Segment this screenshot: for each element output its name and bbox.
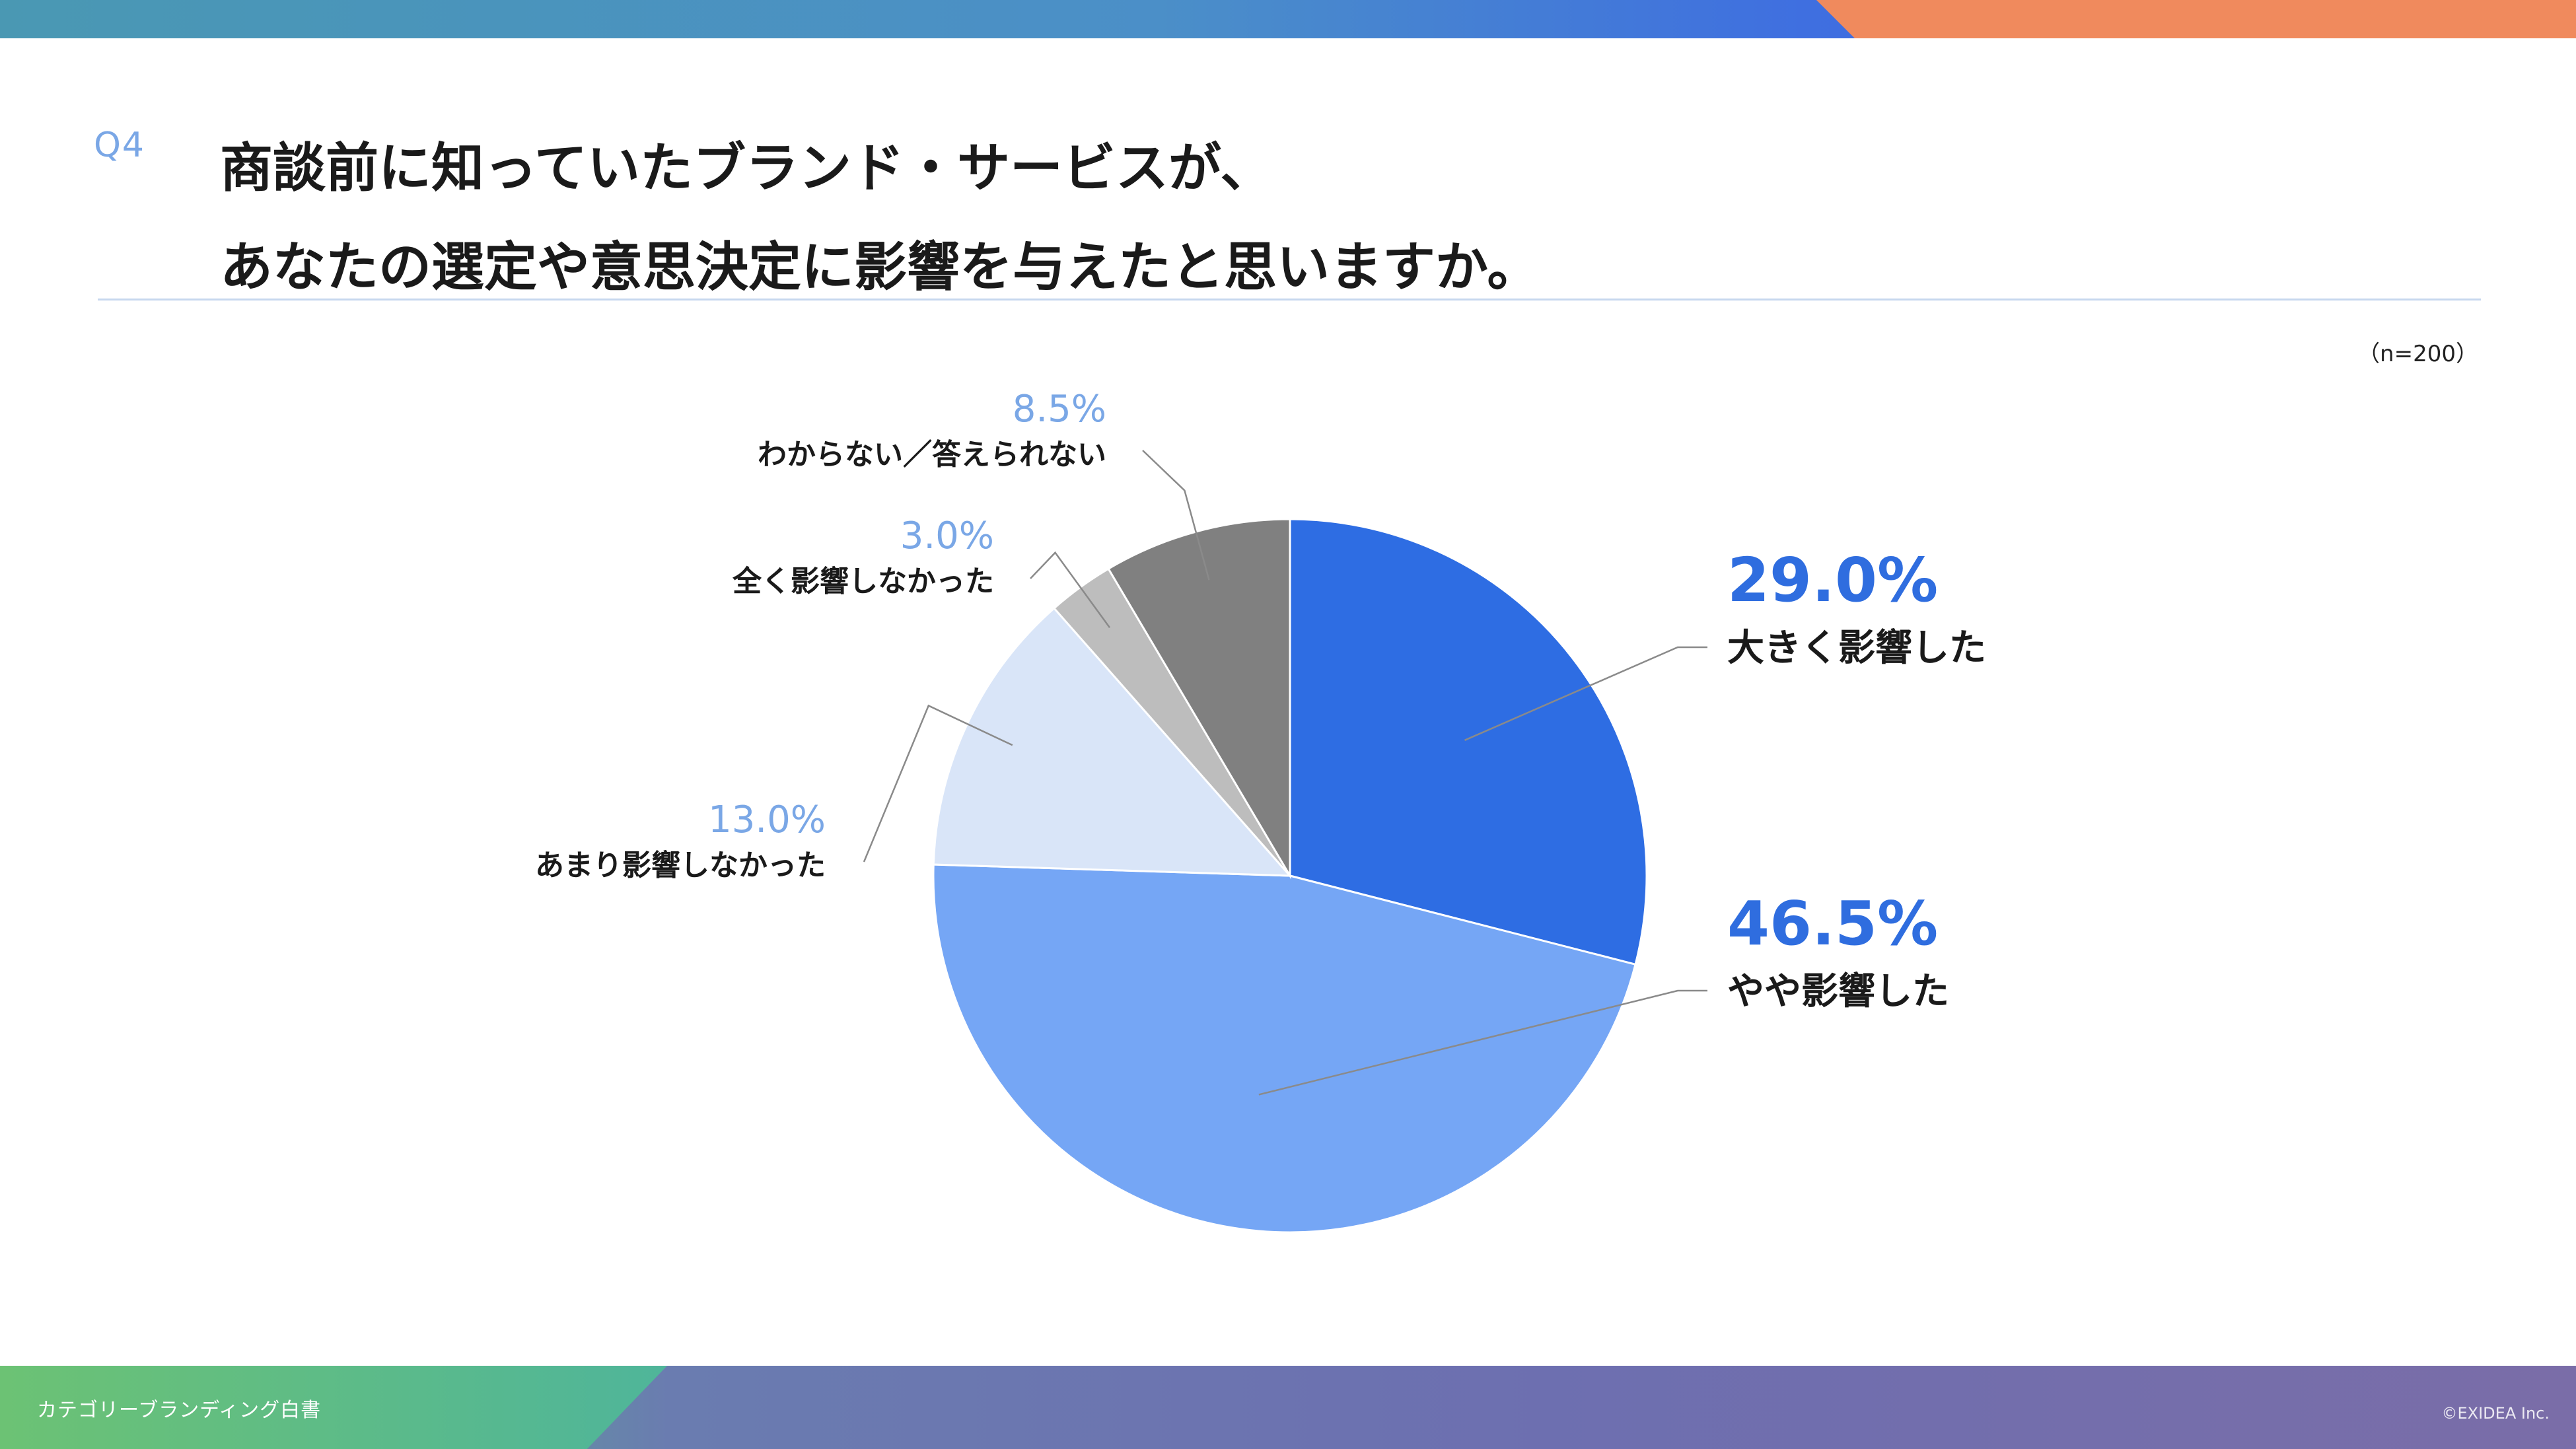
page-title: 商談前に知っていたブランド・サービスが、 あなたの選定や意思決定に影響を与えたと… [220,119,2400,317]
slice-percent-0: 29.0% [1727,545,1938,616]
footer-copyright: ©EXIDEA Inc. [2441,1404,2550,1423]
leader-line-2 [863,704,1013,863]
slice-percent-4: 8.5% [1013,388,1106,431]
leader-line-1 [1258,989,1707,1096]
footer-publication-title: カテゴリーブランディング白書 [37,1399,322,1422]
leader-line-3 [1030,551,1111,629]
bottom-green-accent [0,1366,667,1449]
slice-percent-3: 3.0% [900,514,994,557]
pie-slice-1 [932,863,1637,1234]
top-accent-band [1816,0,2576,38]
slice-label-2: あまり影響しなかった [535,849,826,882]
pie-slices [932,518,1648,1234]
slice-percent-1: 46.5% [1727,888,1938,959]
slice-percent-2: 13.0% [708,798,826,841]
slice-label-0: 大きく影響した [1727,627,1986,670]
slice-label-3: 全く影響しなかった [732,565,994,598]
title-divider [98,299,2481,300]
sample-size: （n=200） [2357,341,2478,367]
leader-line-4 [1142,450,1210,581]
question-number: Q4 [94,125,146,165]
pie-leader-lines [863,450,1707,1096]
title-line-1: 商談前に知っていたブランド・サービスが、 [220,137,1273,199]
leader-line-0 [1464,646,1707,741]
slice-label-4: わからない／答えられない [758,438,1106,472]
slice-label-1: やや影響した [1727,970,1949,1013]
pie-slice-0 [1289,518,1648,966]
title-line-2: あなたの選定や意思決定に影響を与えたと思いますか。 [220,236,1540,298]
